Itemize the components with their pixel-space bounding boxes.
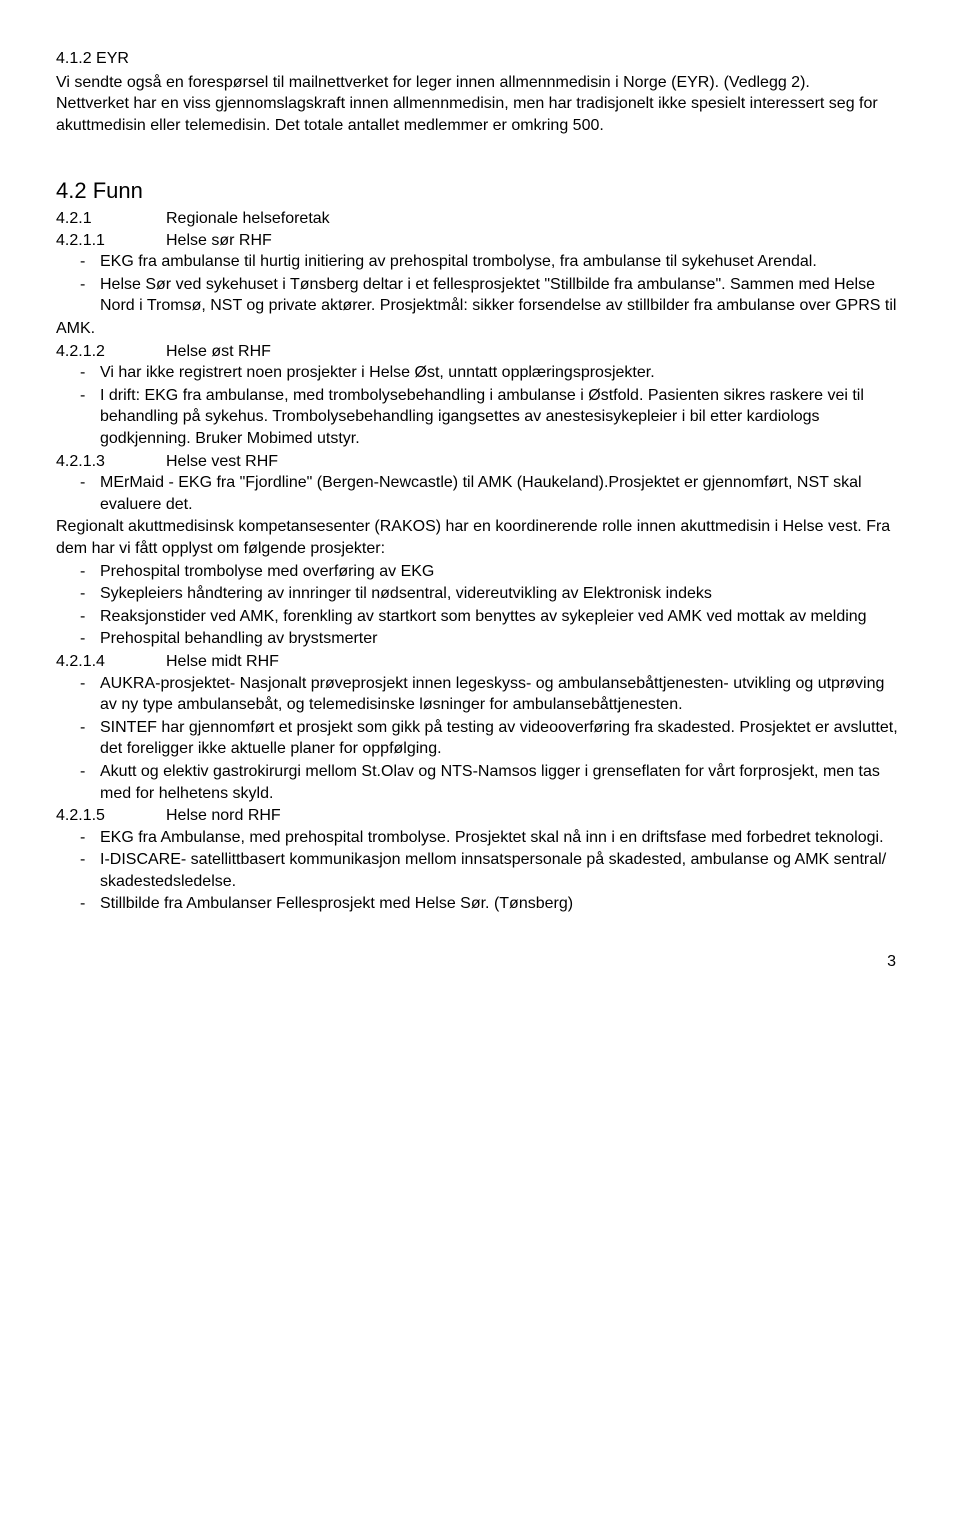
list-item: - AUKRA-prosjektet- Nasjonalt prøveprosj… [56,673,904,716]
bullet-dash-icon: - [56,251,100,273]
bullet-dash-icon: - [56,561,100,583]
list-item: - I drift: EKG fra ambulanse, med trombo… [56,385,904,450]
heading-4-2-1-4: 4.2.1.4 Helse midt RHF [56,651,904,673]
bullet-dash-icon: - [56,673,100,716]
heading-number: 4.2.1.4 [56,651,166,673]
heading-4-1-2: 4.1.2 EYR [56,48,904,70]
list-item-text: Akutt og elektiv gastrokirurgi mellom St… [100,761,904,804]
bullet-dash-icon: - [56,849,100,892]
list-item-text: I-DISCARE- satellittbasert kommunikasjon… [100,849,904,892]
heading-title: Helse vest RHF [166,451,278,473]
list-item-text: Sykepleiers håndtering av innringer til … [100,583,904,605]
list-item: - Stillbilde fra Ambulanser Fellesprosje… [56,893,904,915]
list-item: - I-DISCARE- satellittbasert kommunikasj… [56,849,904,892]
list-item-text: SINTEF har gjennomført et prosjekt som g… [100,717,904,760]
heading-title: Helse sør RHF [166,230,272,252]
heading-4-2-1-2: 4.2.1.2 Helse øst RHF [56,341,904,363]
bullet-dash-icon: - [56,274,100,317]
paragraph-4-1-2: Vi sendte også en forespørsel til mailne… [56,72,904,137]
list-item: - SINTEF har gjennomført et prosjekt som… [56,717,904,760]
list-item-text: EKG fra Ambulanse, med prehospital tromb… [100,827,904,849]
list-item-text: I drift: EKG fra ambulanse, med tromboly… [100,385,904,450]
bullet-dash-icon: - [56,362,100,384]
bullet-dash-icon: - [56,893,100,915]
list-item: - Reaksjonstider ved AMK, forenkling av … [56,606,904,628]
bullet-dash-icon: - [56,628,100,650]
list-item: - Sykepleiers håndtering av innringer ti… [56,583,904,605]
bullet-dash-icon: - [56,827,100,849]
heading-4-2-1-3: 4.2.1.3 Helse vest RHF [56,451,904,473]
list-item-text: Vi har ikke registrert noen prosjekter i… [100,362,904,384]
heading-title: Helse øst RHF [166,341,271,363]
list-item-text: Helse Sør ved sykehuset i Tønsberg delta… [100,274,904,317]
continuation-text: AMK. [56,318,904,340]
heading-title: Helse nord RHF [166,805,281,827]
list-item: - Vi har ikke registrert noen prosjekter… [56,362,904,384]
list-item-text: EKG fra ambulanse til hurtig initiering … [100,251,904,273]
list-item-text: AUKRA-prosjektet- Nasjonalt prøveprosjek… [100,673,904,716]
bullet-dash-icon: - [56,717,100,760]
list-item: - Akutt og elektiv gastrokirurgi mellom … [56,761,904,804]
bullet-dash-icon: - [56,385,100,450]
bullet-dash-icon: - [56,472,100,515]
heading-title: Helse midt RHF [166,651,279,673]
list-item-text: Reaksjonstider ved AMK, forenkling av st… [100,606,904,628]
list-item-text: MErMaid - EKG fra "Fjordline" (Bergen-Ne… [100,472,904,515]
heading-4-2-1-5: 4.2.1.5 Helse nord RHF [56,805,904,827]
page-number: 3 [56,951,904,973]
bullet-dash-icon: - [56,606,100,628]
heading-4-2: 4.2 Funn [56,176,904,206]
heading-number: 4.2.1.3 [56,451,166,473]
list-item-text: Prehospital trombolyse med overføring av… [100,561,904,583]
list-item: - MErMaid - EKG fra "Fjordline" (Bergen-… [56,472,904,515]
heading-number: 4.2.1.2 [56,341,166,363]
list-item: - Helse Sør ved sykehuset i Tønsberg del… [56,274,904,317]
heading-number: 4.2.1 [56,208,166,230]
heading-number: 4.2.1.1 [56,230,166,252]
bullet-dash-icon: - [56,583,100,605]
heading-number: 4.2.1.5 [56,805,166,827]
list-item: - Prehospital trombolyse med overføring … [56,561,904,583]
heading-title: Regionale helseforetak [166,208,330,230]
list-item-text: Prehospital behandling av brystsmerter [100,628,904,650]
bullet-dash-icon: - [56,761,100,804]
list-item: - EKG fra Ambulanse, med prehospital tro… [56,827,904,849]
heading-4-2-1: 4.2.1 Regionale helseforetak [56,208,904,230]
paragraph-rakos-intro: Regionalt akuttmedisinsk kompetansesente… [56,516,904,559]
list-item-text: Stillbilde fra Ambulanser Fellesprosjekt… [100,893,904,915]
list-item: - Prehospital behandling av brystsmerter [56,628,904,650]
heading-4-2-1-1: 4.2.1.1 Helse sør RHF [56,230,904,252]
list-item: - EKG fra ambulanse til hurtig initierin… [56,251,904,273]
